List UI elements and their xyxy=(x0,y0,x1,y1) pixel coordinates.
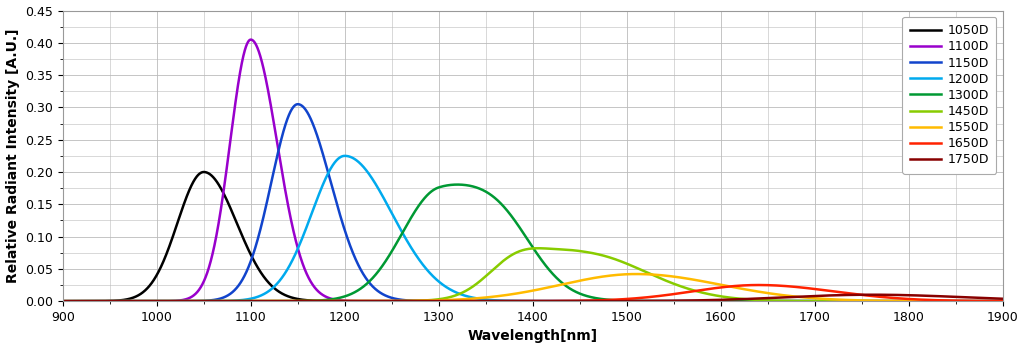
1650D xyxy=(653,294,666,298)
1200D xyxy=(654,299,667,303)
Line: 1550D: 1550D xyxy=(62,274,1002,301)
1650D xyxy=(752,283,764,287)
1300D xyxy=(452,183,464,187)
1450D xyxy=(754,298,766,302)
1050D xyxy=(612,299,625,303)
Line: 1750D: 1750D xyxy=(62,295,1002,301)
1150D xyxy=(654,299,667,303)
Line: 1450D: 1450D xyxy=(62,248,1002,301)
1550D xyxy=(996,299,1009,303)
1550D xyxy=(654,273,667,277)
1300D xyxy=(654,299,667,303)
Y-axis label: Relative Radiant Intensity [A.U.]: Relative Radiant Intensity [A.U.] xyxy=(5,29,19,283)
1150D xyxy=(397,298,410,302)
1050D xyxy=(103,299,116,303)
1050D xyxy=(804,299,816,303)
Legend: 1050D, 1100D, 1150D, 1200D, 1300D, 1450D, 1550D, 1650D, 1750D: 1050D, 1100D, 1150D, 1200D, 1300D, 1450D… xyxy=(902,17,996,174)
1450D xyxy=(56,299,69,303)
1750D xyxy=(612,299,625,303)
1650D xyxy=(612,297,625,302)
1150D xyxy=(754,299,766,303)
1650D xyxy=(103,299,116,303)
1750D xyxy=(397,299,410,303)
1100D xyxy=(996,299,1009,303)
1450D xyxy=(804,299,816,303)
1750D xyxy=(653,299,666,303)
1050D xyxy=(654,299,667,303)
1300D xyxy=(612,298,625,303)
1650D xyxy=(804,286,816,290)
1100D xyxy=(245,38,257,42)
1450D xyxy=(532,246,545,250)
1550D xyxy=(630,272,642,276)
1650D xyxy=(996,299,1009,303)
X-axis label: Wavelength[nm]: Wavelength[nm] xyxy=(468,329,598,343)
1050D xyxy=(996,299,1009,303)
1200D xyxy=(804,299,816,303)
1200D xyxy=(754,299,766,303)
1050D xyxy=(397,299,410,303)
1200D xyxy=(56,299,69,303)
1550D xyxy=(397,299,410,303)
1550D xyxy=(804,296,816,300)
1050D xyxy=(754,299,766,303)
1450D xyxy=(996,299,1009,303)
1750D xyxy=(103,299,116,303)
1200D xyxy=(996,299,1009,303)
1550D xyxy=(103,299,116,303)
1650D xyxy=(56,299,69,303)
1200D xyxy=(612,299,625,303)
1150D xyxy=(56,299,69,303)
1650D xyxy=(754,283,766,287)
Line: 1050D: 1050D xyxy=(62,172,1002,301)
1550D xyxy=(56,299,69,303)
1150D xyxy=(292,102,304,106)
1100D xyxy=(103,299,116,303)
1750D xyxy=(865,292,878,297)
1150D xyxy=(612,299,625,303)
1100D xyxy=(612,299,625,303)
1100D xyxy=(397,299,410,303)
1050D xyxy=(198,170,210,174)
1100D xyxy=(56,299,69,303)
1650D xyxy=(397,299,410,303)
1100D xyxy=(804,299,816,303)
1550D xyxy=(754,290,766,294)
1300D xyxy=(56,299,69,303)
1200D xyxy=(339,154,351,158)
Line: 1650D: 1650D xyxy=(62,285,1002,301)
1300D xyxy=(103,299,116,303)
1100D xyxy=(654,299,667,303)
1200D xyxy=(103,299,116,303)
1300D xyxy=(804,299,816,303)
1450D xyxy=(397,299,410,303)
1450D xyxy=(654,276,667,280)
1050D xyxy=(56,299,69,303)
1750D xyxy=(804,294,816,298)
Line: 1100D: 1100D xyxy=(62,40,1002,301)
1750D xyxy=(56,299,69,303)
1550D xyxy=(612,273,625,277)
1150D xyxy=(996,299,1009,303)
Line: 1300D: 1300D xyxy=(62,185,1002,301)
1300D xyxy=(397,230,410,234)
1300D xyxy=(996,299,1009,303)
1450D xyxy=(103,299,116,303)
1200D xyxy=(397,232,410,236)
1450D xyxy=(612,259,625,263)
1750D xyxy=(754,296,766,300)
1100D xyxy=(754,299,766,303)
Line: 1200D: 1200D xyxy=(62,156,1002,301)
1150D xyxy=(804,299,816,303)
1750D xyxy=(996,297,1009,301)
Line: 1150D: 1150D xyxy=(62,104,1002,301)
1150D xyxy=(103,299,116,303)
1300D xyxy=(754,299,766,303)
